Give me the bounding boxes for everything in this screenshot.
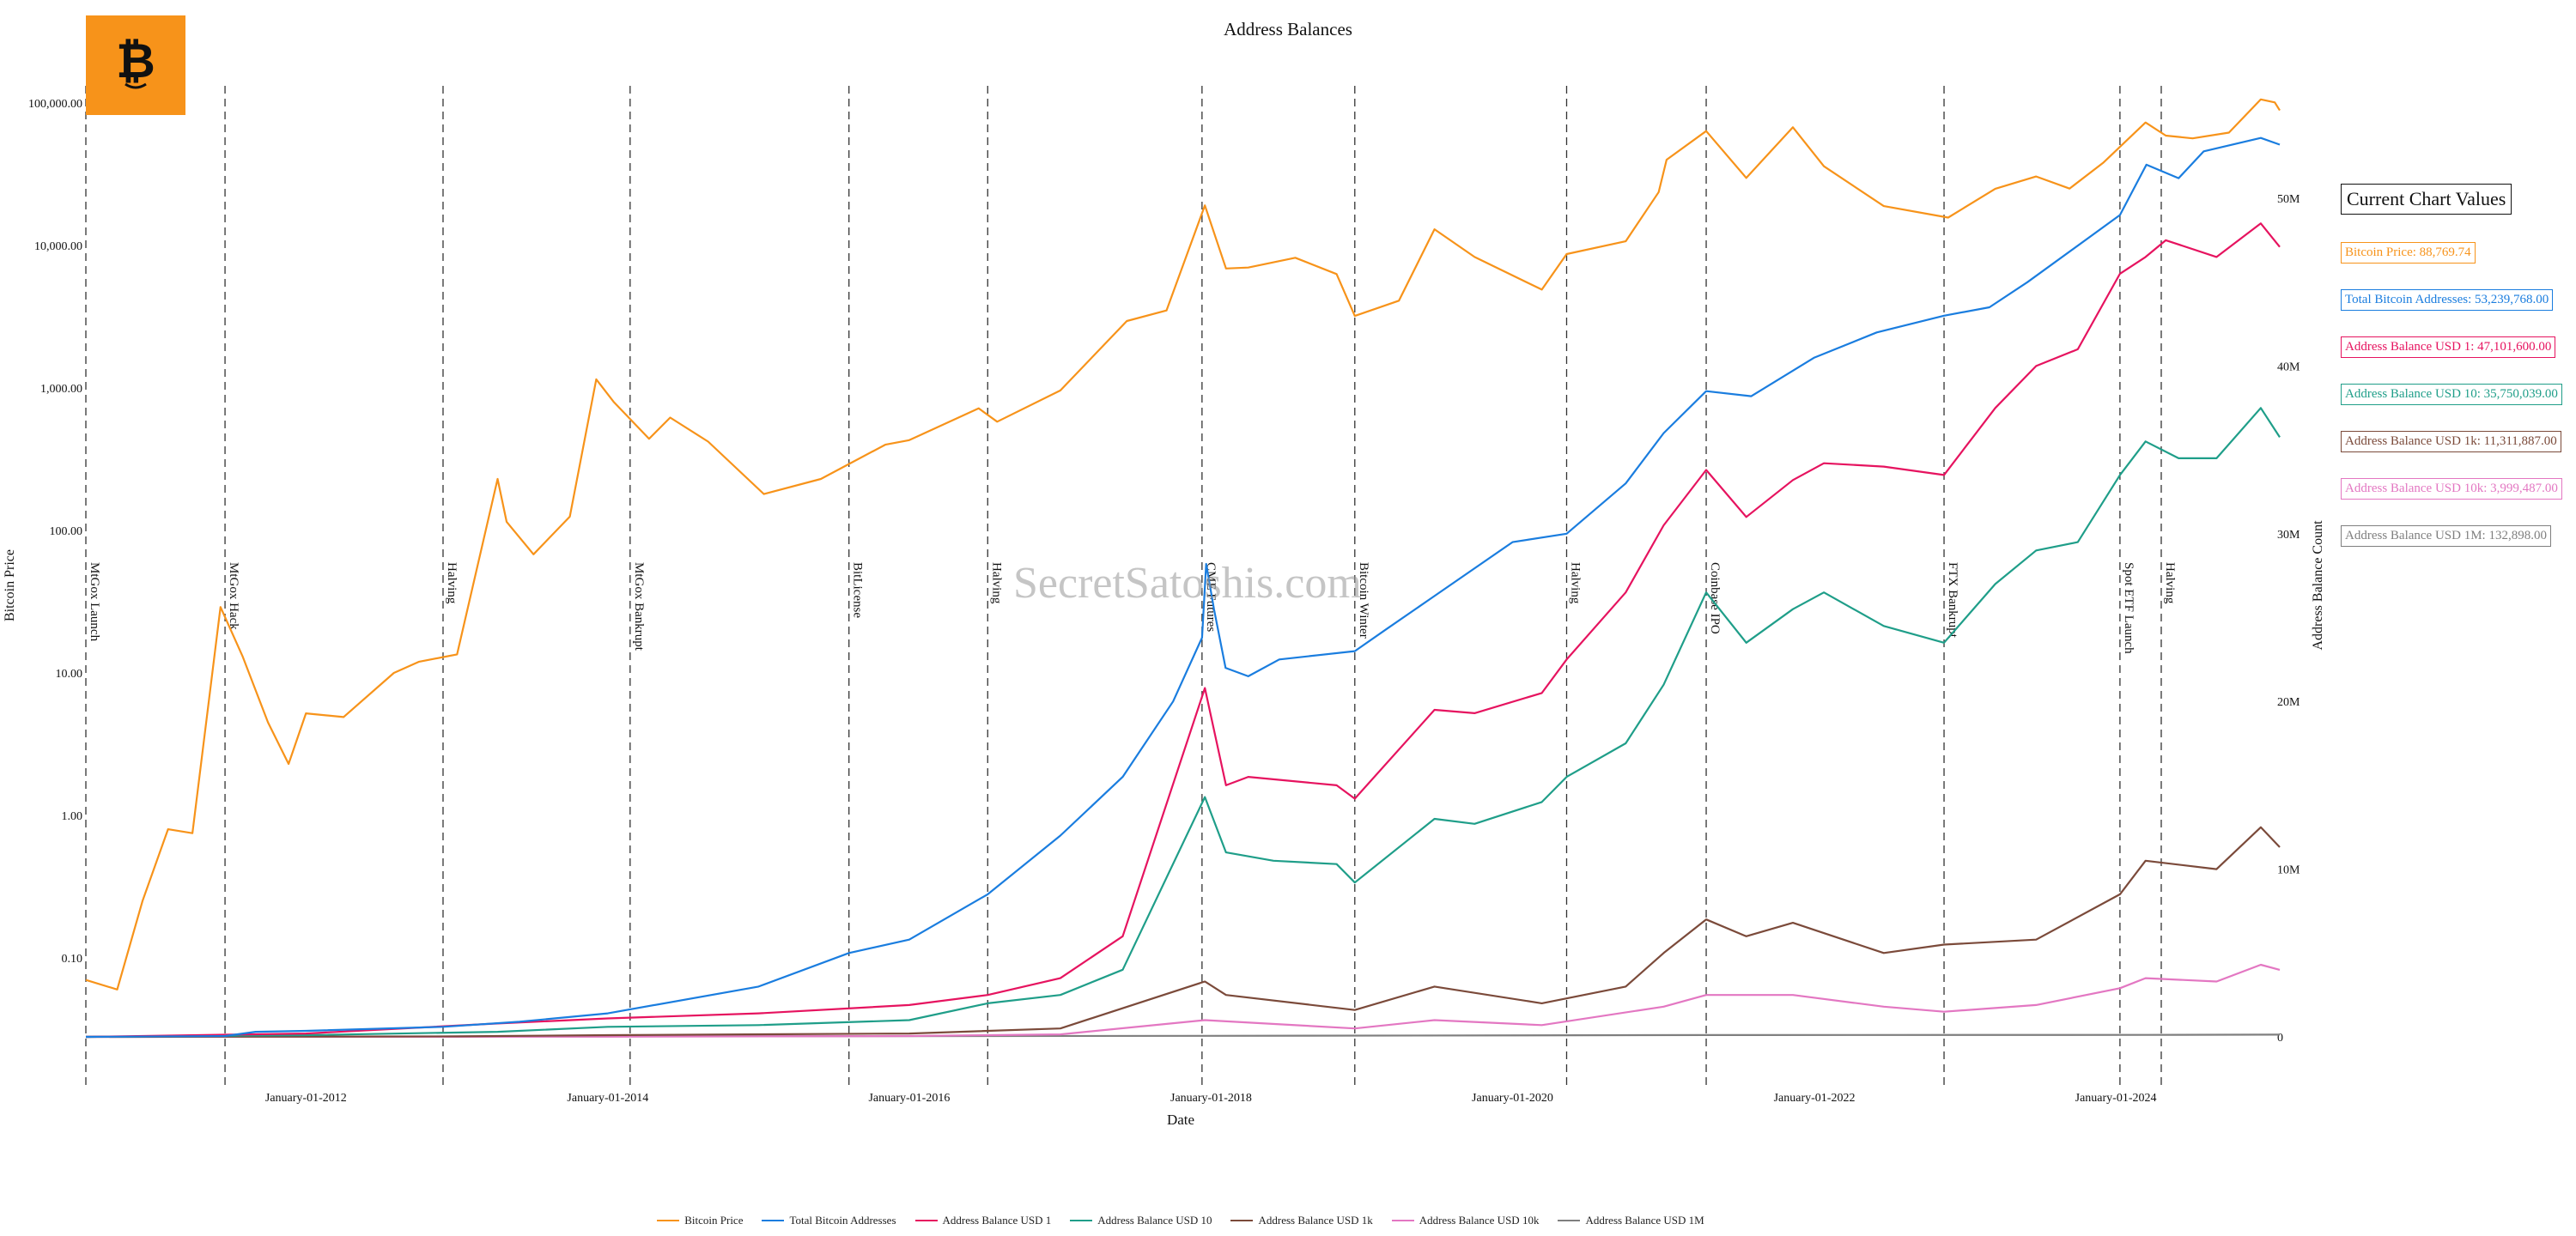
x-tick-label: January-01-2016 (868, 1092, 950, 1105)
legend-label: Address Balance USD 10 (1097, 1214, 1212, 1227)
current-value-usd-10: Address Balance USD 10: 35,750,039.00 (2341, 384, 2562, 405)
event-label: MtGox Bankrupt (632, 562, 646, 651)
y-left-tick-label: 1,000.00 (40, 383, 82, 396)
current-values-panel: Current Chart Values Bitcoin Price: 88,7… (2341, 184, 2562, 573)
series-line-total-bitcoin-addresses (85, 136, 2281, 1039)
legend-label: Total Bitcoin Addresses (789, 1214, 896, 1227)
legend-label: Address Balance USD 10k (1419, 1214, 1540, 1227)
series-lines (85, 98, 2281, 1039)
legend-label: Bitcoin Price (684, 1214, 744, 1227)
legend-swatch (762, 1220, 785, 1221)
current-value-usd-1m: Address Balance USD 1M: 132,898.00 (2341, 525, 2551, 547)
event-label: Bitcoin Winter (1357, 562, 1370, 639)
legend-item-usd-10k[interactable]: Address Balance USD 10k (1391, 1214, 1540, 1227)
event-label: MtGox Launch (88, 562, 101, 642)
y-right-tick-label: 30M (2277, 529, 2300, 542)
legend-swatch (914, 1220, 938, 1221)
event-label: Coinbase IPO (1708, 562, 1722, 634)
current-value-total-addresses: Total Bitcoin Addresses: 53,239,768.00 (2341, 289, 2554, 311)
legend-item-total-addresses[interactable]: Total Bitcoin Addresses (762, 1214, 896, 1227)
y-left-tick-label: 100,000.00 (28, 98, 82, 111)
event-markers: MtGox Launch MtGox Hack Halving MtGox Bankr… (85, 86, 2177, 1086)
y-left-tick-label: 1.00 (62, 810, 83, 823)
chart-legend: Bitcoin Price Total Bitcoin Addresses Ad… (0, 1214, 2361, 1227)
y-right-tick-label: 50M (2277, 193, 2300, 206)
event-label: FTX Bankrupt (1946, 562, 1959, 639)
x-tick-label: January-01-2018 (1170, 1092, 1252, 1105)
axis-ticks: 0.10 1.00 10.00 100.00 1,000.00 10,000.00 100,… (28, 98, 2300, 1105)
x-tick-label: January-01-2014 (567, 1092, 648, 1105)
series-line-address-balance-usd-10k (85, 963, 2281, 1039)
event-label: Halving (1568, 562, 1582, 604)
series-line-address-balance-usd-10 (85, 407, 2281, 1039)
current-value-usd-1k: Address Balance USD 1k: 11,311,887.00 (2341, 431, 2561, 452)
series-line-address-balance-usd-1k (85, 826, 2281, 1039)
x-tick-label: January-01-2020 (1472, 1092, 1553, 1105)
legend-item-usd-10[interactable]: Address Balance USD 10 (1070, 1214, 1212, 1227)
y-right-tick-label: 20M (2277, 696, 2300, 709)
event-label: Halving (2163, 562, 2177, 604)
legend-label: Address Balance USD 1k (1258, 1214, 1373, 1227)
event-label: Halving (445, 562, 459, 604)
watermark: SecretSatoshis.com (1013, 559, 1362, 608)
legend-label: Address Balance USD 1M (1585, 1214, 1704, 1227)
y-right-tick-label: 40M (2277, 360, 2300, 373)
x-axis-title: Date (1167, 1112, 1194, 1128)
x-tick-label: January-01-2012 (265, 1092, 347, 1105)
legend-item-usd-1k[interactable]: Address Balance USD 1k (1230, 1214, 1373, 1227)
legend-swatch (1558, 1220, 1581, 1221)
legend-item-usd-1[interactable]: Address Balance USD 1 (914, 1214, 1052, 1227)
event-label: BitLicense (851, 562, 865, 618)
chart-title: Address Balances (1224, 19, 1352, 39)
svg-text:₿: ₿ (116, 33, 155, 89)
current-values-title: Current Chart Values (2341, 184, 2512, 215)
y-left-tick-label: 0.10 (62, 953, 83, 966)
y-right-tick-label: 0 (2277, 1032, 2283, 1045)
series-line-bitcoin-price (85, 98, 2281, 991)
series-line-address-balance-usd-1 (85, 222, 2281, 1039)
x-tick-label: January-01-2022 (1774, 1092, 1856, 1105)
bitcoin-logo-icon: ₿ (86, 15, 185, 115)
legend-item-usd-1m[interactable]: Address Balance USD 1M (1558, 1214, 1704, 1227)
y-left-tick-label: 10,000.00 (34, 240, 82, 253)
x-tick-label: January-01-2024 (2075, 1092, 2157, 1105)
legend-swatch (657, 1220, 680, 1221)
y-left-tick-label: 100.00 (50, 525, 83, 538)
y-axis-right-title: Address Balance Count (2311, 520, 2325, 651)
legend-swatch (1391, 1220, 1414, 1221)
current-value-bitcoin-price: Bitcoin Price: 88,769.74 (2341, 242, 2476, 264)
event-label: CME Futures (1204, 562, 1218, 632)
current-value-usd-10k: Address Balance USD 10k: 3,999,487.00 (2341, 478, 2562, 500)
current-value-usd-1: Address Balance USD 1: 47,101,600.00 (2341, 336, 2556, 358)
legend-swatch (1230, 1220, 1254, 1221)
legend-item-bitcoin-price[interactable]: Bitcoin Price (657, 1214, 743, 1227)
legend-label: Address Balance USD 1 (942, 1214, 1052, 1227)
legend-swatch (1070, 1220, 1093, 1221)
event-label: MtGox Hack (227, 562, 240, 630)
event-label: Spot ETF Launch (2122, 562, 2136, 654)
y-right-tick-label: 10M (2277, 864, 2300, 877)
event-label: Halving (989, 562, 1003, 604)
y-left-tick-label: 10.00 (56, 668, 83, 681)
y-axis-left-title: Bitcoin Price (3, 549, 17, 621)
